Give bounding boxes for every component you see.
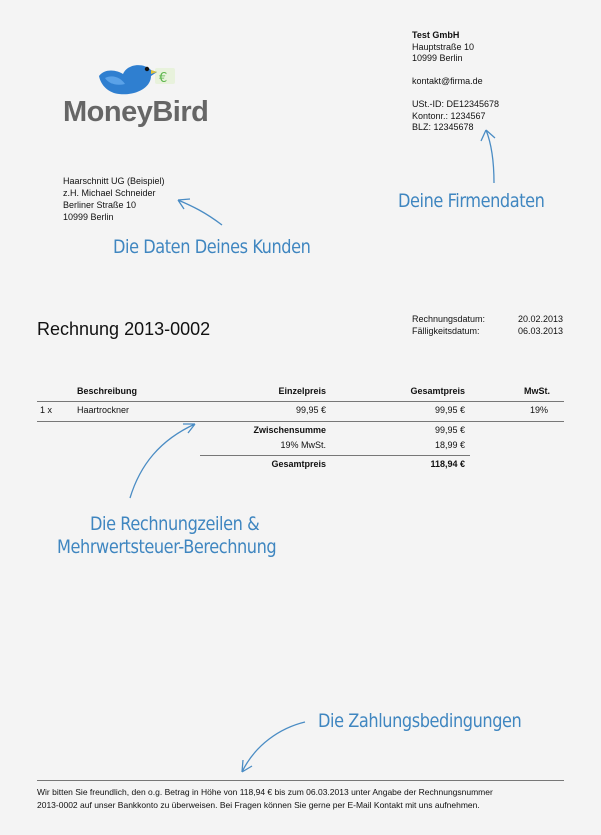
vat-label: 19% MwSt.: [280, 440, 326, 450]
subtotal-value: 99,95 €: [434, 425, 465, 435]
arrow-company-icon: [480, 129, 496, 184]
payment-terms: Wir bitten Sie freundlich, den o.g. Betr…: [37, 786, 493, 812]
company-blz: BLZ: 12345678: [412, 122, 474, 132]
grand-total-label: Gesamtpreis: [271, 459, 326, 469]
header-description: Beschreibung: [77, 386, 138, 396]
header-total: Gesamtpreis: [410, 386, 465, 396]
company-account: Kontonr.: 1234567: [412, 110, 486, 121]
footer-divider: [37, 780, 564, 781]
invoice-title: Rechnung 2013-0002: [37, 319, 211, 339]
annotation-client: Die Daten Deines Kunden: [113, 236, 311, 258]
annotation-lines-2: Mehrwertsteuer-Berechnung: [57, 536, 277, 558]
payment-terms-line-2: 2013-0002 auf unser Bankkonto zu überwei…: [37, 800, 480, 810]
arrow-lines-icon: [129, 423, 196, 499]
client-street: Berliner Straße 10: [63, 200, 137, 210]
table-header-divider: [37, 401, 564, 402]
row-description: Haartrockner: [77, 405, 130, 415]
payment-terms-line-1: Wir bitten Sie freundlich, den o.g. Betr…: [37, 787, 493, 797]
company-email: kontakt@firma.de: [412, 76, 483, 86]
client-block: Haarschnitt UG (Beispiel) z.H. Michael S…: [63, 175, 165, 223]
row-vat: 19%: [529, 405, 548, 415]
arrow-client-icon: [177, 198, 223, 226]
bird-euro-icon: €: [99, 65, 175, 95]
client-contact: z.H. Michael Schneider: [63, 188, 156, 198]
totals-divider: [200, 455, 470, 456]
arrow-payment-icon: [241, 721, 306, 773]
due-date: 06.03.2013: [518, 326, 564, 336]
vat-value: 18,99 €: [434, 440, 465, 450]
row-qty: 1 x: [40, 405, 53, 415]
company-street: Hauptstraße 10: [412, 41, 475, 52]
header-unit-price: Einzelpreis: [278, 386, 326, 396]
company-city: 10999 Berlin: [412, 53, 463, 63]
company-block: Test GmbH Hauptstraße 10 10999 Berlin ko…: [412, 30, 499, 134]
header-vat: MwSt.: [524, 386, 550, 396]
row-total: 99,95 €: [434, 405, 465, 415]
client-name: Haarschnitt UG (Beispiel): [63, 176, 165, 186]
invoice-date-label: Rechnungsdatum:: [412, 314, 486, 324]
company-name: Test GmbH: [412, 30, 460, 40]
row-unit-price: 99,95 €: [295, 405, 326, 415]
subtotal-label: Zwischensumme: [253, 425, 326, 435]
logo-text: MoneyBird: [63, 96, 209, 128]
annotation-company: Deine Firmendaten: [398, 190, 545, 212]
annotation-payment: Die Zahlungsbedingungen: [318, 710, 522, 732]
table-rows-divider: [37, 421, 564, 422]
svg-text:€: €: [159, 71, 167, 86]
client-city: 10999 Berlin: [63, 212, 114, 222]
grand-total-value: 118,94 €: [430, 459, 465, 469]
invoice-date: 20.02.2013: [518, 314, 564, 324]
company-vat-id: USt.-ID: DE12345678: [412, 99, 500, 109]
annotation-lines-1: Die Rechnungzeilen &: [90, 513, 260, 535]
due-date-label: Fälligkeitsdatum:: [412, 326, 480, 336]
